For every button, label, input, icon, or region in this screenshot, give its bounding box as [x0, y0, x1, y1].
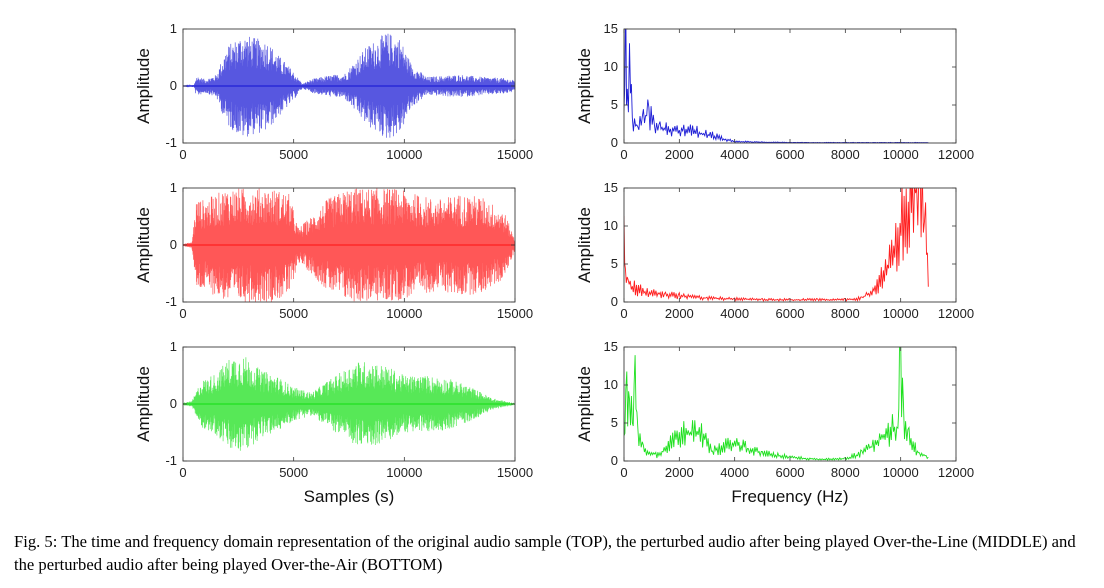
- chart-panel-freq-mid: 0 2000 4000 6000 8000 10000 12000 0 5 10 15 Amplitu…: [575, 180, 974, 321]
- series-line-time-mid: [183, 188, 515, 302]
- y-tick-label: 0: [611, 453, 618, 468]
- x-tick-label: 5000: [279, 147, 308, 162]
- y-tick-label: -1: [165, 453, 177, 468]
- y-axis-label: Amplitude: [134, 366, 153, 442]
- x-tick-label: 8000: [831, 147, 860, 162]
- y-axis-label: Amplitude: [575, 48, 594, 124]
- x-tick-label: 8000: [831, 465, 860, 480]
- series-line-freq-bot: [624, 347, 929, 461]
- x-tick-label: 10000: [386, 147, 422, 162]
- y-axis-label: Amplitude: [575, 366, 594, 442]
- chart-panel-freq-top: 0 2000 4000 6000 8000 10000 12000 0 5 10 15 Amplitu…: [575, 21, 974, 162]
- x-tick-label: 4000: [720, 465, 749, 480]
- x-tick-label: 8000: [831, 306, 860, 321]
- x-tick-label: 5000: [279, 465, 308, 480]
- x-tick-label: 5000: [279, 306, 308, 321]
- x-tick-label: 10000: [386, 465, 422, 480]
- y-tick-label: 5: [611, 97, 618, 112]
- y-tick-label: 0: [170, 396, 177, 411]
- y-tick-label: 1: [170, 180, 177, 195]
- x-tick-label: 0: [620, 465, 627, 480]
- y-tick-label: 15: [604, 339, 618, 354]
- y-tick-label: 10: [604, 218, 618, 233]
- y-tick-label: 0: [611, 135, 618, 150]
- x-tick-label: 2000: [665, 306, 694, 321]
- x-tick-label: 0: [620, 306, 627, 321]
- x-tick-label: 10000: [386, 306, 422, 321]
- axes-box-freq-top: [623, 28, 957, 144]
- chart-panel-freq-bot: 0 2000 4000 6000 8000 10000 12000 0 5 10 15 Amplitu…: [575, 339, 974, 506]
- x-tick-label: 2000: [665, 147, 694, 162]
- y-tick-label: -1: [165, 135, 177, 150]
- figure-caption: Fig. 5: The time and frequency domain re…: [14, 532, 1076, 574]
- series-line-freq-top: [624, 29, 929, 143]
- x-tick-label: 6000: [776, 147, 805, 162]
- y-tick-label: 0: [611, 294, 618, 309]
- x-tick-label: 6000: [776, 306, 805, 321]
- x-tick-label: 0: [620, 147, 627, 162]
- series-line-time-bot: [183, 357, 515, 451]
- x-tick-label: 15000: [497, 147, 533, 162]
- x-tick-label: 0: [179, 465, 186, 480]
- y-tick-label: 1: [170, 21, 177, 36]
- x-tick-label: 0: [179, 147, 186, 162]
- x-tick-label: 4000: [720, 306, 749, 321]
- y-tick-label: 15: [604, 21, 618, 36]
- x-tick-label: 12000: [938, 306, 974, 321]
- y-axis-label: Amplitude: [575, 207, 594, 283]
- y-tick-label: 15: [604, 180, 618, 195]
- x-tick-label: 0: [179, 306, 186, 321]
- y-tick-label: 0: [170, 78, 177, 93]
- series-line-time-top: [183, 33, 515, 138]
- x-tick-label: 2000: [665, 465, 694, 480]
- x-axis-label: Samples (s): [304, 487, 395, 506]
- x-tick-label: 15000: [497, 465, 533, 480]
- y-tick-label: 10: [604, 377, 618, 392]
- x-tick-label: 10000: [883, 465, 919, 480]
- x-axis-label: Frequency (Hz): [731, 487, 848, 506]
- x-tick-label: 6000: [776, 465, 805, 480]
- y-tick-label: 5: [611, 415, 618, 430]
- y-tick-label: -1: [165, 294, 177, 309]
- y-tick-label: 1: [170, 339, 177, 354]
- y-tick-label: 5: [611, 256, 618, 271]
- x-tick-label: 12000: [938, 147, 974, 162]
- y-axis-label: Amplitude: [134, 48, 153, 124]
- series-line-freq-mid: [624, 188, 929, 302]
- x-tick-label: 15000: [497, 306, 533, 321]
- y-axis-label: Amplitude: [134, 207, 153, 283]
- y-tick-label: 10: [604, 59, 618, 74]
- x-tick-label: 4000: [720, 147, 749, 162]
- x-tick-label: 10000: [883, 147, 919, 162]
- y-tick-label: 0: [170, 237, 177, 252]
- x-tick-label: 12000: [938, 465, 974, 480]
- x-tick-label: 10000: [883, 306, 919, 321]
